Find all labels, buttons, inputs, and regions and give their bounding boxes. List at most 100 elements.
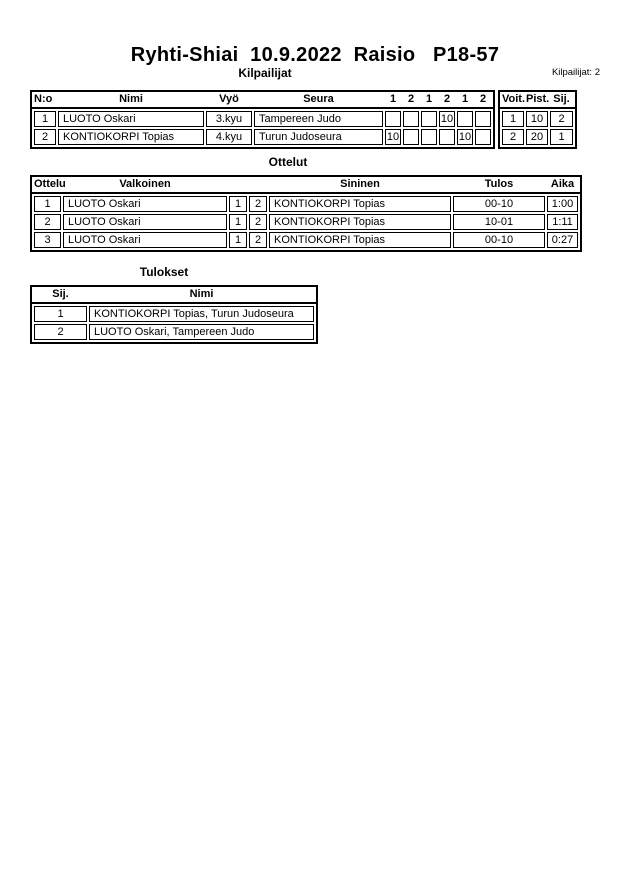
cell-result: 10-01: [453, 214, 545, 230]
matches-table-header: Ottelu Valkoinen Sininen Tulos Aika: [32, 177, 580, 194]
cell-score: 10: [439, 111, 455, 127]
competitors-table: N:o Nimi Vyö Seura 1 2 1 2 1 2 1 LUOTO O…: [30, 90, 495, 149]
competitors-count: Kilpailijat: 2: [551, 67, 600, 78]
competitor-row: 2 KONTIOKORPI Topias 4.kyu Turun Judoseu…: [34, 129, 491, 145]
cell-place: 1: [34, 306, 87, 322]
cell-name: LUOTO Oskari, Tampereen Judo: [89, 324, 314, 340]
cell-result: 00-10: [453, 232, 545, 248]
competitors-table-header: N:o Nimi Vyö Seura 1 2 1 2 1 2: [32, 92, 493, 109]
cell-white-number: 1: [229, 214, 247, 230]
col-header-points: Pist.: [526, 93, 550, 105]
col-header-wins: Voit.: [502, 93, 526, 105]
results-table-header: Sij. Nimi: [32, 287, 316, 304]
cell-blue-number: 2: [249, 196, 267, 212]
cell-name: KONTIOKORPI Topias, Turun Judoseura: [89, 306, 314, 322]
cell-blue-number: 2: [249, 232, 267, 248]
cell-score: 10: [385, 129, 401, 145]
cell-belt: 3.kyu: [206, 111, 252, 127]
col-header-belt: Vyö: [219, 93, 239, 105]
result-row: 1 KONTIOKORPI Topias, Turun Judoseura: [34, 306, 314, 322]
cell-place: 1: [550, 129, 573, 145]
cell-place: 2: [550, 111, 573, 127]
competitor-row: 1 LUOTO Oskari 3.kyu Tampereen Judo 10: [34, 111, 491, 127]
cell-white-number: 1: [229, 232, 247, 248]
cell-score: [403, 111, 419, 127]
competitors-summary-header: Voit. Pist. Sij.: [500, 92, 575, 109]
match-row: 1 LUOTO Oskari 1 2 KONTIOKORPI Topias 00…: [34, 196, 578, 212]
cell-time: 0:27: [547, 232, 578, 248]
col-header-blue-number: [249, 177, 267, 192]
cell-time: 1:00: [547, 196, 578, 212]
cell-white-name: LUOTO Oskari: [63, 232, 227, 248]
cell-white-name: LUOTO Oskari: [63, 196, 227, 212]
cell-points: 10: [526, 111, 548, 127]
cell-score: [421, 129, 437, 145]
match-row: 3 LUOTO Oskari 1 2 KONTIOKORPI Topias 00…: [34, 232, 578, 248]
col-header-match: Ottelu: [34, 178, 66, 190]
col-header-round-3: 1: [425, 93, 433, 105]
cell-blue-name: KONTIOKORPI Topias: [269, 232, 451, 248]
col-header-name: Nimi: [189, 288, 214, 300]
results-table: Sij. Nimi 1 KONTIOKORPI Topias, Turun Ju…: [30, 285, 318, 344]
cell-score: [403, 129, 419, 145]
cell-match-no: 2: [34, 214, 61, 230]
cell-white-number: 1: [229, 196, 247, 212]
competitors-section-title: Kilpailijat: [238, 66, 292, 80]
cell-place: 2: [34, 324, 87, 340]
cell-no: 2: [34, 129, 56, 145]
col-header-place: Sij.: [52, 288, 69, 300]
cell-score: [475, 111, 491, 127]
results-section-title: Tulokset: [139, 265, 189, 279]
cell-score: [439, 129, 455, 145]
cell-club: Turun Judoseura: [254, 129, 383, 145]
competitors-summary-body: 1 10 2 2 20 1: [500, 109, 575, 147]
cell-points: 20: [526, 129, 548, 145]
matches-table: Ottelu Valkoinen Sininen Tulos Aika 1 LU…: [30, 175, 582, 252]
col-header-round-5: 1: [461, 93, 469, 105]
matches-section-title: Ottelut: [268, 155, 308, 169]
cell-no: 1: [34, 111, 56, 127]
cell-blue-name: KONTIOKORPI Topias: [269, 214, 451, 230]
results-table-body: 1 KONTIOKORPI Topias, Turun Judoseura 2 …: [32, 304, 316, 342]
col-header-round-6: 2: [479, 93, 487, 105]
col-header-blue: Sininen: [340, 178, 380, 190]
col-header-white: Valkoinen: [119, 178, 171, 190]
col-header-round-1: 1: [389, 93, 397, 105]
col-header-no: N:o: [34, 93, 53, 105]
cell-name: LUOTO Oskari: [58, 111, 204, 127]
cell-blue-name: KONTIOKORPI Topias: [269, 196, 451, 212]
cell-wins: 2: [502, 129, 524, 145]
cell-score: [475, 129, 491, 145]
cell-match-no: 1: [34, 196, 61, 212]
col-header-name: Nimi: [119, 93, 143, 105]
cell-score: [385, 111, 401, 127]
cell-club: Tampereen Judo: [254, 111, 383, 127]
result-row: 2 LUOTO Oskari, Tampereen Judo: [34, 324, 314, 340]
col-header-round-4: 2: [443, 93, 451, 105]
cell-blue-number: 2: [249, 214, 267, 230]
cell-belt: 4.kyu: [206, 129, 252, 145]
competitors-table-body: 1 LUOTO Oskari 3.kyu Tampereen Judo 10 2…: [32, 109, 493, 147]
col-header-round-2: 2: [407, 93, 415, 105]
cell-wins: 1: [502, 111, 524, 127]
competitor-summary-row: 2 20 1: [502, 129, 573, 145]
competitor-summary-row: 1 10 2: [502, 111, 573, 127]
cell-score: [457, 111, 473, 127]
cell-match-no: 3: [34, 232, 61, 248]
col-header-club: Seura: [303, 93, 334, 105]
cell-score: [421, 111, 437, 127]
cell-score: 10: [457, 129, 473, 145]
cell-time: 1:11: [547, 214, 578, 230]
col-header-result: Tulos: [484, 178, 514, 190]
col-header-time: Aika: [550, 178, 575, 190]
cell-white-name: LUOTO Oskari: [63, 214, 227, 230]
cell-result: 00-10: [453, 196, 545, 212]
matches-table-body: 1 LUOTO Oskari 1 2 KONTIOKORPI Topias 00…: [32, 194, 580, 250]
match-row: 2 LUOTO Oskari 1 2 KONTIOKORPI Topias 10…: [34, 214, 578, 230]
col-header-place: Sij.: [553, 93, 570, 105]
report-title: Ryhti-Shiai 10.9.2022 Raisio P18-57: [130, 44, 500, 66]
competitors-summary-table: Voit. Pist. Sij. 1 10 2 2 20 1: [498, 90, 577, 149]
col-header-white-number: [229, 177, 247, 192]
cell-name: KONTIOKORPI Topias: [58, 129, 204, 145]
